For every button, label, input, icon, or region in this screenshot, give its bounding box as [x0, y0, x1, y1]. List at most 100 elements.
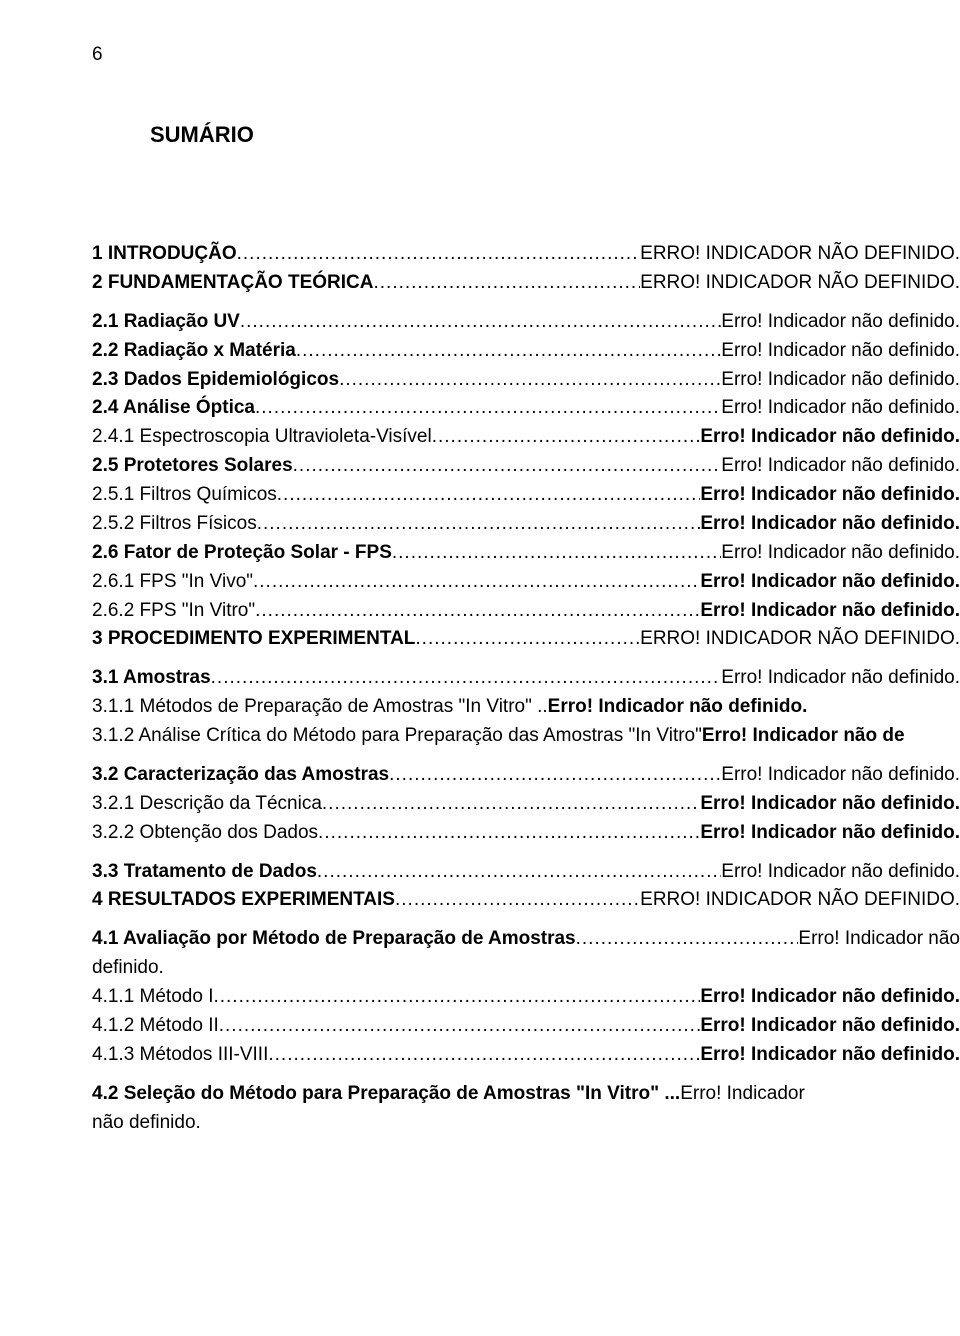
toc-entry: 2.5 Protetores Solares..................… [92, 452, 960, 481]
toc-entry-label: 3.2.2 Obtenção dos Dados [92, 819, 318, 848]
toc-entry-label: 2.1 Radiação UV [92, 308, 240, 337]
toc-leader-dots: ........................................… [318, 819, 700, 848]
toc-entry-page: Erro! Indicador não definido. [700, 510, 960, 539]
toc-entry: 2.2 Radiação x Matéria..................… [92, 337, 960, 366]
toc-entry-label: 4.1.2 Método II [92, 1012, 219, 1041]
toc-entry-page: Erro! Indicador não [798, 925, 960, 954]
toc-entry: 2.5.2 Filtros Físicos...................… [92, 510, 960, 539]
toc-entry-page: Erro! Indicador [680, 1080, 805, 1109]
toc-entry-page: Erro! Indicador não definido. [548, 693, 808, 722]
toc-entry-label: 2.5.1 Filtros Químicos [92, 481, 277, 510]
toc-entry-label: 3 PROCEDIMENTO EXPERIMENTAL [92, 625, 415, 654]
toc-entry: 4.1.1 Método I..........................… [92, 983, 960, 1012]
toc-entry-label: 3.2.1 Descrição da Técnica [92, 790, 322, 819]
toc-entry-label: 4.1 Avaliação por Método de Preparação d… [92, 925, 576, 954]
toc-entry: 2.5.1 Filtros Químicos..................… [92, 481, 960, 510]
toc-entry: 1 INTRODUÇÃO............................… [92, 240, 960, 269]
toc-entry: 3.3 Tratamento de Dados.................… [92, 858, 960, 887]
toc-entry: 4.2 Seleção do Método para Preparação de… [92, 1080, 960, 1109]
toc-entry-label: 2.2 Radiação x Matéria [92, 337, 296, 366]
toc-entry: 2.6.2 FPS "In Vitro"....................… [92, 597, 960, 626]
toc-entry-label: 2.4 Análise Óptica [92, 394, 255, 423]
toc-entry: 2.3 Dados Epidemiológicos...............… [92, 366, 960, 395]
toc-entry-label: 1 INTRODUÇÃO [92, 240, 237, 269]
toc-entry-page: Erro! Indicador não definido. [721, 337, 960, 366]
toc-entry-label: definido. [92, 954, 164, 983]
toc-entry-page: Erro! Indicador não definido. [700, 597, 960, 626]
toc-entry: 3.2.2 Obtenção dos Dados................… [92, 819, 960, 848]
toc-leader-dots: ........................................… [432, 423, 701, 452]
toc-entry-page: Erro! Indicador não definido. [721, 394, 960, 423]
toc-leader-dots: ........................................… [373, 269, 640, 298]
toc-entry: 2.6.1 FPS "In Vivo".....................… [92, 568, 960, 597]
toc-entry: 2 FUNDAMENTAÇÃO TEÓRICA.................… [92, 269, 960, 298]
toc-entry-page: Erro! Indicador não definido. [721, 761, 960, 790]
toc-leader-dots: ........................................… [339, 366, 721, 395]
toc-entry-page: Erro! Indicador não definido. [721, 308, 960, 337]
toc-entry-label: 3.1 Amostras [92, 664, 211, 693]
toc-entry: 3.2 Caracterização das Amostras.........… [92, 761, 960, 790]
toc-entry: não definido. [92, 1109, 960, 1138]
toc-entry: 3.1.1 Métodos de Preparação de Amostras … [92, 693, 960, 722]
toc-entry-label: 2 FUNDAMENTAÇÃO TEÓRICA [92, 269, 373, 298]
toc-entry-label: 3.2 Caracterização das Amostras [92, 761, 389, 790]
page-number: 6 [92, 44, 103, 66]
toc-leader-dots: ........................................… [322, 790, 700, 819]
toc-entry-label: não definido. [92, 1109, 201, 1138]
toc-entry-label: 2.4.1 Espectroscopia Ultravioleta-Visíve… [92, 423, 432, 452]
toc-leader-dots: ........................................… [240, 308, 721, 337]
toc-leader-dots: ........................................… [219, 1012, 701, 1041]
toc-entry-page: Erro! Indicador não definido. [700, 423, 960, 452]
toc-entry-page: Erro! Indicador não definido. [700, 1012, 960, 1041]
toc-entry: definido. [92, 954, 960, 983]
toc-entry-page: Erro! Indicador não definido. [721, 539, 960, 568]
toc-title: SUMÁRIO [150, 122, 960, 148]
toc-leader-dots: ........................................… [213, 983, 700, 1012]
toc-entry-label: 4.1.1 Método I [92, 983, 213, 1012]
toc-entry: 3 PROCEDIMENTO EXPERIMENTAL.............… [92, 625, 960, 654]
toc-entry-label: 2.6.1 FPS "In Vivo" [92, 568, 253, 597]
toc-entry-page: ERRO! INDICADOR NÃO DEFINIDO. [640, 269, 960, 298]
toc-leader-dots: ........................................… [277, 481, 701, 510]
toc-entry-label: 2.5 Protetores Solares [92, 452, 293, 481]
toc-leader-dots: ........................................… [317, 858, 721, 887]
toc-entry-page: Erro! Indicador não definido. [700, 1041, 960, 1070]
toc-entry: 4.1.2 Método II.........................… [92, 1012, 960, 1041]
toc-leader-dots: ........................................… [415, 625, 640, 654]
toc-entry-label: 2.5.2 Filtros Físicos [92, 510, 257, 539]
toc-entry-page: ERRO! INDICADOR NÃO DEFINIDO. [640, 240, 960, 269]
toc-entry-label: 2.3 Dados Epidemiológicos [92, 366, 339, 395]
toc-leader-dots: ........................................… [296, 337, 721, 366]
toc-leader-dots: ........................................… [576, 925, 799, 954]
toc-entry-page: ERRO! INDICADOR NÃO DEFINIDO. [640, 625, 960, 654]
toc-entry-page: Erro! Indicador não definido. [721, 858, 960, 887]
toc-leader-dots: ........................................… [211, 664, 722, 693]
toc-entry: 3.1.2 Análise Crítica do Método para Pre… [92, 722, 960, 751]
toc-leader-dots: ........................................… [255, 597, 700, 626]
toc-leader-dots: ........................................… [255, 394, 721, 423]
toc-entry: 2.4 Análise Óptica......................… [92, 394, 960, 423]
toc-leader-dots: ........................................… [257, 510, 701, 539]
toc-entry-page: Erro! Indicador não definido. [700, 568, 960, 597]
toc-entry-label: 3.3 Tratamento de Dados [92, 858, 317, 887]
toc-entry: 4 RESULTADOS EXPERIMENTAIS..............… [92, 886, 960, 915]
toc-entry: 4.1.3 Métodos III-VIII..................… [92, 1041, 960, 1070]
toc-entry-label: 2.6.2 FPS "In Vitro" [92, 597, 255, 626]
toc-entry-label: 3.1.2 Análise Crítica do Método para Pre… [92, 722, 702, 751]
toc-entry: 2.6 Fator de Proteção Solar - FPS.......… [92, 539, 960, 568]
table-of-contents: 1 INTRODUÇÃO............................… [92, 240, 960, 1137]
page: 6 SUMÁRIO 1 INTRODUÇÃO..................… [0, 0, 960, 1336]
toc-entry-page: Erro! Indicador não definido. [700, 983, 960, 1012]
toc-entry: 3.1 Amostras............................… [92, 664, 960, 693]
toc-leader-dots: ........................................… [253, 568, 700, 597]
toc-entry-page: Erro! Indicador não definido. [700, 481, 960, 510]
toc-entry-label: 4.1.3 Métodos III-VIII [92, 1041, 268, 1070]
toc-entry-page: ERRO! INDICADOR NÃO DEFINIDO. [640, 886, 960, 915]
toc-entry-label: 4 RESULTADOS EXPERIMENTAIS [92, 886, 395, 915]
toc-entry-page: Erro! Indicador não definido. [721, 664, 960, 693]
toc-leader-dots: ........................................… [392, 539, 721, 568]
toc-entry-label: 4.2 Seleção do Método para Preparação de… [92, 1080, 680, 1109]
toc-entry: 3.2.1 Descrição da Técnica..............… [92, 790, 960, 819]
toc-entry-label: 2.6 Fator de Proteção Solar - FPS [92, 539, 392, 568]
toc-entry-label: 3.1.1 Métodos de Preparação de Amostras … [92, 693, 548, 722]
